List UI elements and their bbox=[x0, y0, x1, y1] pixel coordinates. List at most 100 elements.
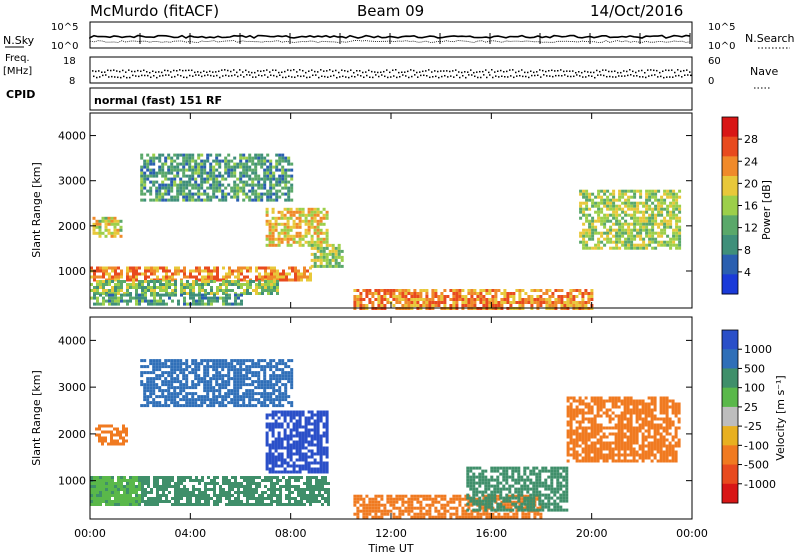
heatmap-cell bbox=[207, 296, 210, 300]
heatmap-cell bbox=[126, 269, 129, 273]
heatmap-cell bbox=[596, 396, 600, 400]
heatmap-cell bbox=[285, 497, 288, 500]
heatmap-cell bbox=[395, 500, 399, 504]
heatmap-cell bbox=[575, 429, 579, 433]
freq-dot bbox=[491, 69, 493, 71]
heatmap-cell bbox=[602, 402, 606, 406]
heatmap-cell bbox=[518, 304, 522, 307]
heatmap-cell bbox=[209, 195, 213, 199]
heatmap-cell bbox=[578, 411, 582, 415]
heatmap-cell bbox=[596, 432, 600, 436]
heatmap-cell bbox=[309, 497, 312, 500]
heatmap-cell bbox=[269, 192, 273, 196]
heatmap-cell bbox=[111, 292, 114, 295]
heatmap-cell bbox=[201, 283, 204, 286]
heatmap-cell bbox=[437, 301, 441, 304]
heatmap-cell bbox=[321, 479, 324, 482]
heatmap-cell bbox=[276, 269, 279, 273]
heatmap-cell bbox=[197, 171, 201, 175]
heatmap-cell bbox=[177, 479, 180, 482]
heatmap-cell bbox=[325, 425, 329, 429]
heatmap-cell bbox=[228, 280, 231, 283]
heatmap-cell bbox=[102, 296, 105, 300]
freq-dot bbox=[332, 70, 334, 73]
heatmap-cell bbox=[123, 479, 126, 482]
nave-dot bbox=[579, 75, 581, 77]
heatmap-cell bbox=[147, 482, 150, 485]
heatmap-cell bbox=[156, 482, 159, 485]
heatmap-cell bbox=[556, 505, 560, 509]
heatmap-cell bbox=[280, 464, 284, 468]
heatmap-cell bbox=[466, 502, 470, 506]
heatmap-cell bbox=[310, 467, 314, 471]
heatmap-cell bbox=[171, 283, 174, 286]
heatmap-cell bbox=[481, 499, 485, 503]
heatmap-cell bbox=[434, 494, 438, 498]
heatmap-cell bbox=[542, 298, 546, 301]
heatmap-cell bbox=[669, 219, 673, 223]
heatmap-cell bbox=[207, 494, 210, 497]
nave-dot bbox=[540, 76, 542, 78]
heatmap-cell bbox=[496, 484, 500, 488]
heatmap-cell bbox=[185, 159, 189, 163]
heatmap-cell bbox=[478, 475, 482, 479]
heatmap-cell bbox=[313, 431, 317, 435]
heatmap-cell bbox=[162, 289, 165, 292]
heatmap-cell bbox=[599, 414, 603, 418]
heatmap-cell bbox=[515, 494, 519, 498]
heatmap-cell bbox=[322, 231, 326, 235]
heatmap-cell bbox=[478, 508, 482, 512]
heatmap-cell bbox=[140, 177, 144, 181]
heatmap-cell bbox=[297, 500, 300, 503]
heatmap-cell bbox=[222, 292, 225, 295]
freq-dot bbox=[677, 69, 679, 71]
heatmap-cell bbox=[107, 430, 110, 434]
heatmap-cell bbox=[428, 304, 432, 307]
heatmap-cell bbox=[251, 192, 255, 196]
heatmap-cell bbox=[550, 502, 554, 506]
heatmap-cell bbox=[407, 289, 411, 292]
heatmap-cell bbox=[617, 417, 621, 421]
heatmap-cell bbox=[278, 162, 282, 166]
heatmap-cell bbox=[162, 286, 165, 289]
heatmap-cell bbox=[245, 171, 249, 175]
heatmap-cell bbox=[143, 171, 147, 175]
heatmap-cell bbox=[283, 437, 287, 441]
heatmap-cell bbox=[279, 485, 282, 488]
heatmap-cell bbox=[189, 272, 192, 276]
heatmap-cell bbox=[278, 177, 282, 181]
heatmap-cell bbox=[147, 289, 150, 292]
heatmap-cell bbox=[559, 508, 563, 512]
freq-dot bbox=[107, 69, 109, 72]
heatmap-cell bbox=[289, 416, 293, 420]
heatmap-cell bbox=[645, 210, 649, 214]
heatmap-cell bbox=[324, 488, 327, 491]
heatmap-cell bbox=[584, 417, 588, 421]
heatmap-cell bbox=[206, 153, 210, 157]
heatmap-cell bbox=[150, 299, 153, 303]
heatmap-cell bbox=[269, 171, 273, 175]
heatmap-cell bbox=[603, 243, 607, 247]
heatmap-cell bbox=[278, 159, 282, 163]
heatmap-cell bbox=[603, 198, 607, 202]
heatmap-cell bbox=[258, 482, 261, 485]
heatmap-cell bbox=[398, 295, 402, 298]
heatmap-cell bbox=[188, 183, 192, 187]
nave-dot bbox=[501, 75, 503, 78]
heatmap-cell bbox=[476, 512, 480, 516]
heatmap-cell bbox=[135, 278, 138, 282]
heatmap-cell bbox=[298, 443, 302, 447]
heatmap-cell bbox=[642, 222, 646, 226]
heatmap-cell bbox=[270, 292, 273, 295]
heatmap-cell bbox=[511, 472, 515, 476]
freq-dot bbox=[575, 71, 577, 74]
heatmap-cell bbox=[572, 432, 576, 436]
heatmap-cell bbox=[153, 280, 156, 283]
heatmap-cell bbox=[527, 295, 531, 298]
heatmap-cell bbox=[252, 503, 255, 506]
heatmap-cell bbox=[386, 289, 390, 292]
heatmap-cell bbox=[101, 442, 104, 446]
heatmap-cell bbox=[280, 458, 284, 462]
heatmap-cell bbox=[170, 165, 174, 169]
heatmap-cell bbox=[201, 497, 204, 500]
